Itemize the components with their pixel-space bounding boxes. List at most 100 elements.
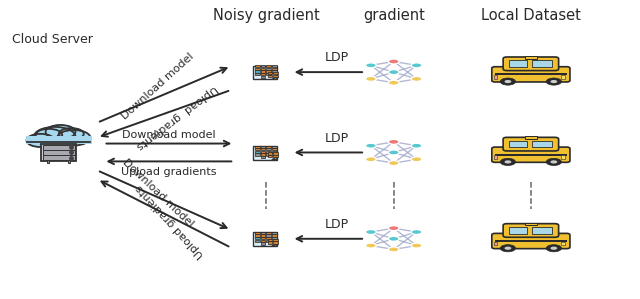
Bar bbox=[273, 239, 278, 241]
Circle shape bbox=[411, 63, 422, 68]
Bar bbox=[266, 73, 271, 75]
Bar bbox=[253, 146, 277, 160]
Circle shape bbox=[388, 70, 399, 75]
Circle shape bbox=[365, 76, 376, 81]
Circle shape bbox=[388, 161, 399, 166]
Polygon shape bbox=[272, 157, 277, 160]
Bar bbox=[260, 146, 266, 148]
FancyBboxPatch shape bbox=[503, 57, 559, 71]
Circle shape bbox=[26, 134, 54, 147]
Bar bbox=[255, 148, 260, 150]
Bar bbox=[272, 234, 276, 237]
Text: Cloud Server: Cloud Server bbox=[12, 33, 93, 46]
Polygon shape bbox=[272, 243, 277, 246]
Text: Local Dataset: Local Dataset bbox=[481, 8, 581, 23]
Bar bbox=[561, 75, 565, 79]
Bar bbox=[272, 70, 276, 73]
Bar bbox=[532, 227, 552, 234]
Text: LDP: LDP bbox=[324, 218, 348, 231]
Bar bbox=[260, 68, 266, 70]
Bar bbox=[266, 240, 271, 242]
Bar bbox=[260, 156, 266, 158]
Bar bbox=[43, 150, 74, 155]
Bar bbox=[260, 76, 266, 78]
Bar bbox=[272, 146, 276, 148]
Text: Download model: Download model bbox=[120, 51, 196, 121]
Bar bbox=[266, 153, 271, 156]
Bar bbox=[266, 232, 271, 234]
Bar bbox=[260, 148, 266, 150]
Bar bbox=[47, 160, 49, 163]
Text: Upload  gradients: Upload gradients bbox=[134, 83, 220, 151]
Text: Noisy gradient: Noisy gradient bbox=[212, 8, 319, 23]
Bar bbox=[266, 148, 271, 150]
Circle shape bbox=[365, 63, 376, 68]
Bar bbox=[255, 146, 260, 148]
Bar bbox=[525, 136, 537, 139]
Circle shape bbox=[500, 78, 516, 85]
Circle shape bbox=[388, 236, 399, 241]
Circle shape bbox=[388, 139, 399, 144]
Bar bbox=[509, 227, 527, 234]
Bar bbox=[272, 232, 276, 234]
Bar bbox=[260, 151, 266, 153]
Bar bbox=[495, 154, 567, 156]
Bar bbox=[268, 72, 273, 74]
Bar bbox=[532, 141, 552, 147]
Bar bbox=[260, 153, 266, 156]
Circle shape bbox=[57, 130, 90, 146]
Bar bbox=[272, 65, 276, 67]
Circle shape bbox=[504, 247, 511, 250]
Text: Upload gradients: Upload gradients bbox=[121, 167, 216, 177]
Circle shape bbox=[504, 160, 511, 164]
Bar bbox=[260, 232, 266, 234]
Bar bbox=[532, 60, 552, 67]
FancyBboxPatch shape bbox=[503, 224, 559, 237]
Bar bbox=[495, 240, 567, 242]
Bar bbox=[260, 65, 266, 67]
Circle shape bbox=[388, 226, 399, 231]
Circle shape bbox=[411, 230, 422, 234]
Bar bbox=[260, 234, 266, 237]
Text: LDP: LDP bbox=[324, 51, 348, 64]
Circle shape bbox=[546, 158, 561, 165]
Bar bbox=[266, 234, 271, 237]
Bar bbox=[272, 68, 276, 70]
Bar bbox=[266, 70, 271, 73]
Circle shape bbox=[546, 78, 561, 85]
Circle shape bbox=[500, 245, 516, 252]
Bar bbox=[260, 240, 266, 242]
Circle shape bbox=[411, 157, 422, 162]
Text: LDP: LDP bbox=[324, 132, 348, 145]
Bar bbox=[268, 241, 273, 244]
Circle shape bbox=[365, 243, 376, 248]
Bar bbox=[268, 155, 273, 157]
Bar bbox=[255, 234, 260, 237]
Polygon shape bbox=[272, 77, 277, 79]
Bar bbox=[255, 153, 260, 156]
Bar bbox=[255, 73, 260, 75]
Bar bbox=[561, 155, 565, 159]
FancyBboxPatch shape bbox=[503, 137, 559, 151]
Circle shape bbox=[365, 157, 376, 162]
Circle shape bbox=[34, 127, 76, 146]
Circle shape bbox=[388, 247, 399, 252]
Bar bbox=[561, 242, 565, 245]
Circle shape bbox=[504, 80, 511, 83]
Bar bbox=[43, 155, 74, 160]
FancyBboxPatch shape bbox=[492, 147, 570, 162]
Circle shape bbox=[59, 128, 84, 140]
Bar bbox=[272, 151, 276, 153]
Bar bbox=[268, 239, 273, 241]
Circle shape bbox=[388, 80, 399, 85]
Bar bbox=[509, 141, 527, 147]
FancyBboxPatch shape bbox=[492, 67, 570, 82]
Bar bbox=[43, 145, 74, 150]
Bar bbox=[266, 237, 271, 239]
Bar bbox=[525, 223, 537, 225]
Circle shape bbox=[411, 243, 422, 248]
FancyBboxPatch shape bbox=[492, 234, 570, 249]
Bar bbox=[273, 241, 278, 244]
Circle shape bbox=[388, 150, 399, 155]
Circle shape bbox=[411, 76, 422, 81]
